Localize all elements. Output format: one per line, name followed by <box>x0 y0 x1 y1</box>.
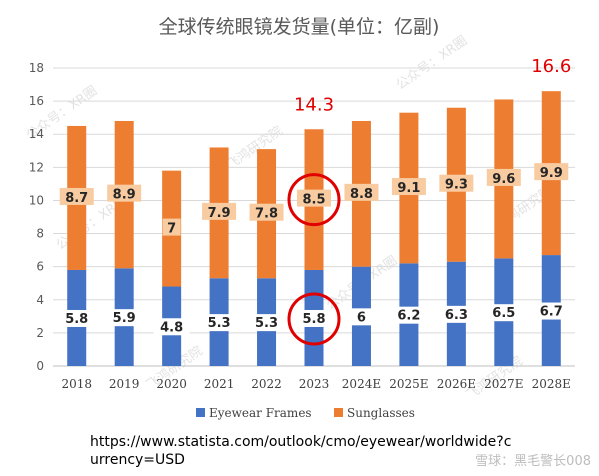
data-label-sunglasses: 7.8 <box>255 207 278 222</box>
data-label-eyewear-frames: 6.3 <box>445 308 468 323</box>
highlight-circle <box>287 292 341 346</box>
data-label-sunglasses: 9.1 <box>397 181 420 196</box>
data-label-sunglasses: 8.7 <box>65 191 88 206</box>
data-label-box <box>439 174 474 192</box>
data-label-eyewear-frames: 6.2 <box>397 309 420 324</box>
data-label-box <box>351 308 372 326</box>
data-label-eyewear-frames: 6.5 <box>492 306 515 321</box>
y-tick-label: 0 <box>36 359 44 373</box>
total-annotation: 16.6 <box>531 56 571 77</box>
y-tick-label: 2 <box>36 326 44 340</box>
x-tick-label: 2019 <box>109 377 140 391</box>
data-label-box <box>485 304 522 322</box>
x-tick-label: 2025E <box>389 377 428 391</box>
data-label-box <box>534 163 569 181</box>
y-axis: 0 2 4 6 8 10 12 14 16 18 <box>29 61 44 373</box>
y-tick-label: 16 <box>29 94 44 108</box>
data-label-box <box>391 178 426 196</box>
x-tick-label: 2020 <box>156 377 187 391</box>
data-label-eyewear-frames: 5.3 <box>255 316 278 331</box>
data-label-sunglasses: 8.8 <box>350 187 373 202</box>
watermark-signature: 雪球：黑毛警长008 <box>475 453 591 469</box>
watermark-text: 公众号：XR圈 <box>394 33 471 93</box>
total-annotation: 14.3 <box>294 94 334 115</box>
legend-swatch <box>334 408 343 417</box>
data-label-eyewear-frames: 6.7 <box>540 305 563 320</box>
x-axis: 2018 2019 2020 2021 2022 2023 2024E 2025E 2026E 2… <box>61 377 570 391</box>
data-label-sunglasses: 8.5 <box>302 193 325 208</box>
y-tick-label: 12 <box>29 160 44 174</box>
data-label-sunglasses: 8.9 <box>113 188 136 203</box>
data-label-eyewear-frames: 6 <box>357 310 366 325</box>
legend-label: Sunglasses <box>347 406 415 420</box>
data-label-box <box>106 309 143 327</box>
data-label-eyewear-frames: 5.3 <box>208 316 231 331</box>
x-tick-label: 2027E <box>484 377 523 391</box>
data-label-box <box>201 314 238 332</box>
source-url[interactable]: https://www.statista.com/outlook/cmo/eye… <box>90 434 512 468</box>
y-tick-label: 8 <box>36 227 44 241</box>
legend-label: Eyewear Frames <box>209 406 312 420</box>
data-labels: 5.8 8.7 5.9 8.9 4.8 7 5.3 7.9 5.3 7.8 5.8 8.5 6 8.8 6.… <box>58 163 570 336</box>
y-tick-label: 18 <box>29 61 44 75</box>
highlight-circle <box>287 173 341 227</box>
data-label-box <box>486 168 521 186</box>
x-tick-label: 2026E <box>437 377 476 391</box>
data-label-sunglasses: 7.9 <box>208 206 231 221</box>
data-label-box <box>202 202 237 220</box>
data-label-box <box>162 218 181 236</box>
chart-title: 全球传统眼镜发货量(单位：亿副) <box>159 16 440 38</box>
watermark: 公众号：XR圈飞鸿研究院公众号：XR圈飞鸿研究院公众号：XR圈飞鸿研究院公众号：… <box>24 33 556 403</box>
watermark-text: 飞鸿研究院 <box>223 123 285 173</box>
data-label-eyewear-frames: 5.9 <box>113 311 136 326</box>
y-tick-label: 10 <box>29 193 44 207</box>
data-label-sunglasses: 7 <box>167 222 176 237</box>
data-label-box <box>249 203 284 221</box>
x-tick-label: 2023 <box>299 377 330 391</box>
data-label-box <box>59 187 94 205</box>
data-label-eyewear-frames: 4.8 <box>160 320 183 335</box>
data-label-eyewear-frames: 5.8 <box>302 312 325 327</box>
data-label-eyewear-frames: 5.8 <box>65 312 88 327</box>
x-tick-label: 2021 <box>204 377 235 391</box>
legend-swatch <box>196 408 205 417</box>
data-label-sunglasses: 9.6 <box>492 172 515 187</box>
data-label-box <box>438 305 475 323</box>
data-label-box <box>107 184 142 202</box>
data-label-box <box>153 318 190 336</box>
data-label-box <box>296 309 332 327</box>
legend: Eyewear Frames Sunglasses <box>196 406 415 420</box>
x-tick-label: 2024E <box>342 377 381 391</box>
data-label-box <box>344 183 379 201</box>
x-tick-label: 2028E <box>532 377 571 391</box>
annotations: 14.3 16.6 <box>287 56 571 346</box>
data-label-sunglasses: 9.3 <box>445 178 468 193</box>
x-tick-label: 2022 <box>251 377 282 391</box>
data-label-sunglasses: 9.9 <box>540 166 563 181</box>
data-label-box <box>58 309 95 327</box>
y-tick-label: 4 <box>36 293 44 307</box>
data-label-box <box>533 302 570 320</box>
data-label-box <box>297 189 331 207</box>
y-tick-label: 6 <box>36 260 44 274</box>
y-tick-label: 14 <box>29 127 44 141</box>
data-label-box <box>390 306 427 324</box>
data-label-box <box>248 314 285 332</box>
x-tick-label: 2018 <box>61 377 92 391</box>
